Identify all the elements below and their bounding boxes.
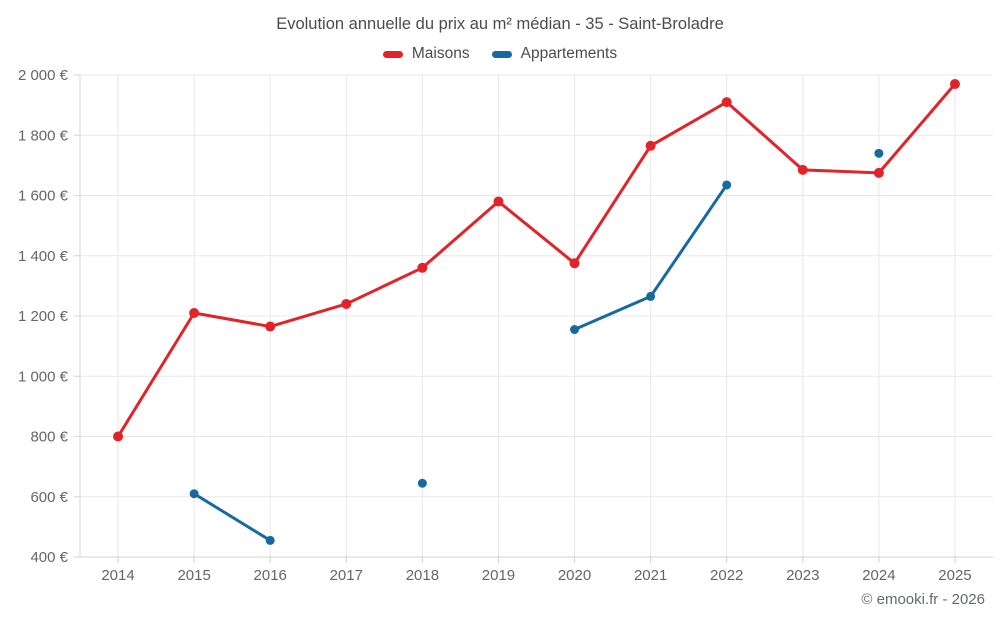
legend: Maisons Appartements	[0, 45, 1000, 63]
data-point-maisons-2015[interactable]	[189, 307, 200, 318]
y-tick-label: 1 600 €	[18, 188, 69, 205]
y-tick-label: 1 200 €	[18, 308, 69, 325]
x-tick-label: 2015	[177, 567, 210, 584]
data-point-appartements-2018[interactable]	[417, 478, 427, 488]
data-point-appartements-2016[interactable]	[265, 535, 275, 545]
data-point-appartements-2015[interactable]	[189, 489, 199, 499]
legend-marker-appartements	[491, 50, 512, 58]
x-tick-label: 2024	[862, 567, 895, 584]
y-tick-label: 2 000 €	[18, 67, 69, 84]
x-tick-label: 2017	[330, 567, 363, 584]
legend-label-maisons: Maisons	[411, 45, 470, 62]
y-tick-label: 600 €	[30, 489, 68, 506]
data-point-maisons-2018[interactable]	[417, 262, 428, 273]
data-point-appartements-2021[interactable]	[646, 291, 656, 301]
data-point-maisons-2019[interactable]	[493, 196, 504, 207]
data-point-appartements-2020[interactable]	[570, 325, 580, 335]
data-point-maisons-2023[interactable]	[797, 164, 808, 175]
data-point-maisons-2022[interactable]	[721, 97, 732, 108]
data-point-maisons-2024[interactable]	[873, 167, 884, 178]
y-tick-label: 400 €	[30, 549, 68, 566]
data-point-maisons-2025[interactable]	[949, 79, 960, 90]
data-point-maisons-2016[interactable]	[265, 321, 276, 332]
x-tick-label: 2019	[482, 567, 515, 584]
data-point-maisons-2014[interactable]	[113, 431, 124, 442]
legend-marker-maisons	[382, 50, 403, 58]
series-line-maisons	[116, 82, 957, 438]
x-tick-label: 2022	[710, 567, 743, 584]
x-tick-label: 2014	[101, 567, 134, 584]
legend-label-appartements: Appartements	[520, 45, 618, 62]
y-tick-label: 1 400 €	[18, 248, 69, 265]
copyright: © emooki.fr - 2026	[861, 591, 985, 608]
data-point-maisons-2020[interactable]	[569, 258, 580, 269]
chart-title: Evolution annuelle du prix au m² médian …	[276, 15, 724, 33]
x-tick-label: 2018	[406, 567, 439, 584]
x-tick-label: 2020	[558, 567, 591, 584]
data-point-maisons-2021[interactable]	[645, 140, 656, 151]
data-point-maisons-2017[interactable]	[341, 298, 352, 309]
x-tick-label: 2016	[254, 567, 287, 584]
x-tick-label: 2025	[938, 567, 971, 584]
y-tick-label: 1 800 €	[18, 127, 69, 144]
data-point-appartements-2022[interactable]	[722, 180, 732, 190]
legend-item-maisons[interactable]: Maisons	[382, 45, 470, 63]
legend-item-appartements[interactable]: Appartements	[491, 45, 618, 63]
y-tick-label: 800 €	[30, 429, 68, 446]
x-tick-label: 2021	[634, 567, 667, 584]
series-line-appartements	[192, 492, 272, 542]
data-point-appartements-2024[interactable]	[874, 148, 884, 158]
x-tick-label: 2023	[786, 567, 819, 584]
y-tick-label: 1 000 €	[18, 368, 69, 385]
